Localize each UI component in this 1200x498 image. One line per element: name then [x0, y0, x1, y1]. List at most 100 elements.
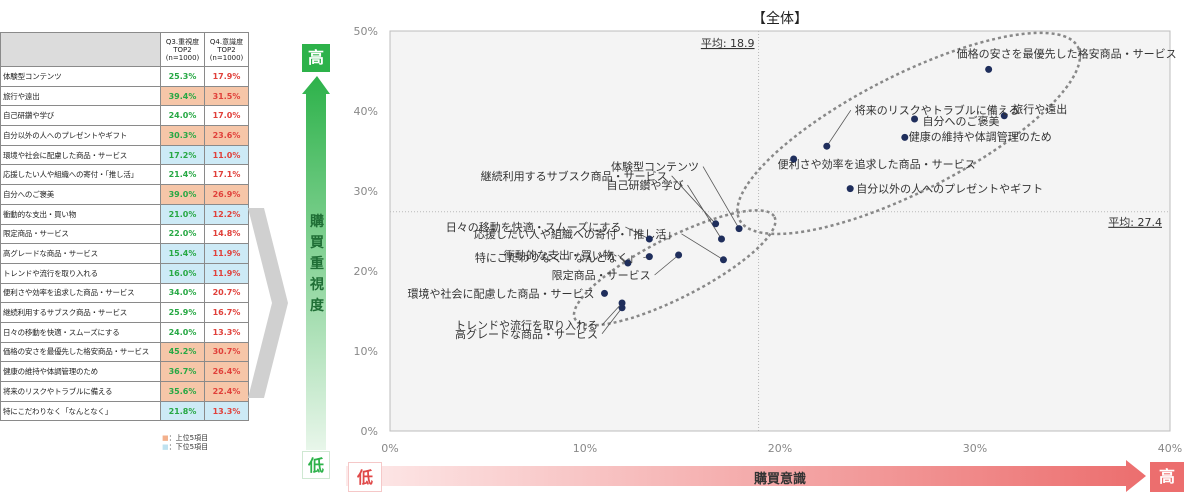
row-q3-value: 17.2%	[160, 144, 205, 166]
table-row: 将来のリスクやトラブルに備える 35.6% 22.4%	[0, 381, 249, 402]
row-label: 応援したい人や組織への寄付・「推し活」	[0, 164, 161, 186]
row-q3-value: 25.9%	[160, 302, 205, 323]
y-tick-label: 0%	[361, 425, 378, 438]
point-label: 価格の安さを最優先した格安商品・サービス	[957, 46, 1177, 60]
row-q4-value: 14.8%	[204, 223, 249, 245]
point-label: 限定商品・サービス	[552, 268, 651, 282]
legend-bottom: ■：下位5項目	[162, 443, 208, 452]
point-label: 応援したい人や組織への寄付・「推し活」	[474, 227, 678, 241]
row-q4-value: 11.9%	[204, 262, 249, 284]
table-row: 便利さや効率を追求した商品・サービス 34.0% 20.7%	[0, 282, 249, 304]
point-label: 自分以外の人へのプレゼントやギフト	[856, 183, 1043, 196]
point-label: 便利さや効率を追求した商品・サービス	[778, 157, 976, 171]
row-q3-value: 16.0%	[160, 262, 205, 284]
legend-top-swatch: ■	[162, 434, 169, 442]
row-label: 自己研鑽や学び	[0, 105, 161, 127]
row-label: 日々の移動を快適・スムーズにする	[0, 321, 161, 343]
point-label: 衝動的な支出・買い物	[504, 248, 614, 262]
point-label: 継続利用するサブスク商品・サービス	[481, 169, 668, 183]
row-label: 環境や社会に配慮した商品・サービス	[0, 144, 161, 166]
row-q3-value: 45.2%	[160, 341, 205, 363]
row-q4-value: 26.4%	[204, 361, 249, 382]
y-low-label: 低	[302, 451, 330, 479]
row-q3-value: 22.0%	[160, 223, 205, 245]
y-title-char: 買	[310, 235, 324, 251]
row-q4-value: 23.6%	[204, 125, 249, 146]
data-point	[846, 185, 854, 193]
data-point	[1000, 112, 1008, 120]
q3-header-line2: TOP2	[173, 45, 192, 54]
row-q3-value: 24.0%	[160, 321, 205, 343]
row-label: 体験型コンテンツ	[0, 66, 161, 87]
legend-bottom-swatch: ■	[162, 443, 169, 451]
row-q3-value: 34.0%	[160, 282, 205, 304]
data-point	[735, 225, 743, 233]
data-point	[718, 235, 725, 243]
point-leader-line	[601, 307, 623, 335]
table-row: 体験型コンテンツ 25.3% 17.9%	[0, 66, 249, 87]
row-q4-value: 26.9%	[204, 184, 249, 205]
row-label: 便利さや効率を追求した商品・サービス	[0, 282, 161, 304]
legend-bottom-label: ：下位5項目	[168, 443, 209, 451]
row-q3-value: 21.0%	[160, 203, 205, 225]
point-leader-line	[625, 226, 650, 240]
y-tick-label: 30%	[354, 185, 378, 198]
q4-header-line2: TOP2	[217, 45, 236, 54]
q4-header-line3: (n=1000)	[209, 53, 244, 62]
x-gradient-arrow	[346, 460, 1146, 492]
row-q4-value: 11.9%	[204, 243, 249, 264]
row-label: 旅行や遠出	[0, 85, 161, 107]
row-q3-value: 39.4%	[160, 85, 205, 107]
legend-top: ■：上位5項目	[162, 434, 208, 443]
row-q3-value: 39.0%	[160, 184, 205, 205]
data-point	[790, 155, 798, 163]
data-point	[645, 235, 653, 243]
y-title-char: 視	[310, 277, 324, 293]
legend-top-label: ：上位5項目	[168, 434, 209, 442]
data-point	[624, 259, 632, 267]
row-label: 将来のリスクやトラブルに備える	[0, 381, 161, 402]
avg-x-label: 平均: 18.9	[701, 37, 755, 50]
scatter-chart: 0% 10% 20% 30% 40% 0% 10% 20% 30% 40% 50% 平均: 18.9 平…	[354, 25, 1183, 455]
row-q4-value: 16.7%	[204, 302, 249, 323]
row-q4-value: 20.7%	[204, 282, 249, 304]
data-point	[601, 289, 608, 297]
table-row: 高グレードな商品・サービス 15.4% 11.9%	[0, 243, 249, 264]
point-label: トレンドや流行を取り入れる	[455, 318, 598, 332]
y-gradient-arrow	[302, 76, 330, 450]
table-row: 特にこだわりなく「なんとなく」 21.8% 13.3%	[0, 400, 249, 422]
row-q3-value: 24.0%	[160, 105, 205, 127]
data-point	[901, 133, 909, 141]
row-q3-value: 15.4%	[160, 243, 205, 264]
point-label: 特にこだわりなく「なんとなく」	[475, 251, 639, 265]
point-leader-line	[826, 109, 852, 147]
q3-header-line3: (n=1000)	[165, 53, 200, 62]
row-label: 健康の維持や体調管理のため	[0, 361, 161, 382]
y-tick-label: 10%	[354, 345, 378, 358]
pointer-arrow-icon	[248, 208, 288, 398]
data-table: Q3.重視度 TOP2 (n=1000) Q4.意識度 TOP2 (n=1000…	[0, 32, 249, 422]
point-label: 自分へのご褒美	[923, 114, 1000, 128]
table-row: 環境や社会に配慮した商品・サービス 17.2% 11.0%	[0, 144, 249, 166]
table-row: 継続利用するサブスク商品・サービス 25.9% 16.7%	[0, 302, 249, 323]
table-row: 衝動的な支出・買い物 21.0% 12.2%	[0, 203, 249, 225]
data-point	[645, 253, 653, 261]
row-label: 自分へのご褒美	[0, 184, 161, 205]
x-tick-label: 30%	[963, 442, 987, 455]
row-q4-value: 30.7%	[204, 341, 249, 363]
row-label: 特にこだわりなく「なんとなく」	[0, 400, 161, 422]
q4-header-line1: Q4.意識度	[209, 37, 244, 46]
row-q4-value: 11.0%	[204, 144, 249, 166]
data-point	[911, 115, 919, 123]
row-label: 価格の安さを最優先した格安商品・サービス	[0, 341, 161, 363]
table-row: 自己研鑽や学び 24.0% 17.0%	[0, 105, 249, 127]
x-tick-label: 10%	[573, 442, 597, 455]
data-point	[719, 256, 727, 264]
row-q3-value: 21.4%	[160, 164, 205, 186]
x-high-label: 高	[1150, 462, 1184, 492]
point-label: 自己研鑽や学び	[607, 178, 684, 192]
table-row: 応援したい人や組織への寄付・「推し活」 21.4% 17.1%	[0, 164, 249, 186]
row-q4-value: 22.4%	[204, 381, 249, 402]
row-q4-value: 17.1%	[204, 164, 249, 186]
row-label: 自分以外の人へのプレゼントやギフト	[0, 125, 161, 146]
